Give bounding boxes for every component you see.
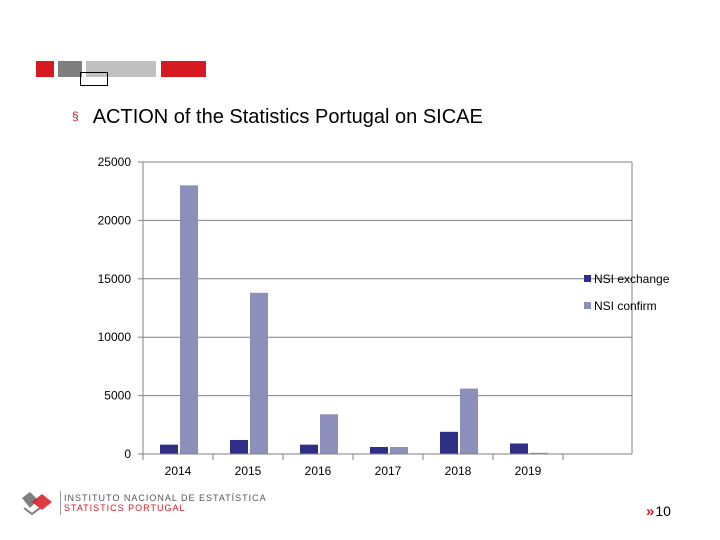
decor-gray-block (58, 61, 82, 77)
x-tick-label: 2017 (375, 464, 402, 478)
page-marker-icon: » (646, 503, 655, 520)
legend-swatch (584, 302, 591, 309)
y-tick-label: 20000 (98, 213, 132, 227)
bar-nsi-exchange (440, 431, 458, 454)
ine-logo-icon (22, 492, 52, 516)
bar-nsi-exchange (370, 446, 388, 454)
bar-nsi-confirm (250, 292, 268, 454)
x-tick-label: 2015 (235, 464, 262, 478)
bar-nsi-confirm (390, 446, 408, 454)
bar-nsi-exchange (230, 439, 248, 454)
bar-nsi-confirm (460, 388, 478, 454)
y-tick-label: 5000 (104, 389, 131, 403)
page-number: »10 (646, 503, 671, 520)
footer-divider (60, 491, 61, 515)
y-tick-label: 10000 (98, 330, 132, 344)
x-tick-label: 2019 (515, 464, 542, 478)
x-tick-label: 2018 (445, 464, 472, 478)
page-number-text: 10 (655, 503, 671, 519)
y-tick-label: 25000 (98, 155, 132, 169)
decor-red-block-wide (161, 61, 206, 77)
footer-institute-name: INSTITUTO NACIONAL DE ESTATÍSTICA (64, 493, 267, 503)
bar-nsi-exchange (300, 444, 318, 454)
legend-label: NSI exchange (594, 272, 670, 286)
footer-institute-name-en: STATISTICS PORTUGAL (64, 503, 186, 513)
slide-title: § ACTION of the Statistics Portugal on SI… (72, 106, 483, 129)
decor-lightgray-block (86, 61, 156, 77)
slide-title-text: ACTION of the Statistics Portugal on SIC… (92, 106, 483, 128)
bar-nsi-exchange (160, 444, 178, 454)
x-tick-label: 2014 (165, 464, 192, 478)
legend-label: NSI confirm (594, 299, 657, 313)
y-tick-label: 15000 (98, 272, 132, 286)
legend-swatch (584, 275, 591, 282)
x-tick-label: 2016 (305, 464, 332, 478)
decor-red-block (36, 61, 54, 77)
y-tick-label: 0 (124, 447, 131, 461)
bar-nsi-exchange (510, 443, 528, 454)
bar-nsi-confirm (530, 452, 548, 454)
bullet-icon: § (72, 109, 79, 123)
decor-outline-box (80, 72, 108, 86)
bar-nsi-confirm (320, 414, 338, 454)
bar-nsi-confirm (180, 185, 198, 455)
